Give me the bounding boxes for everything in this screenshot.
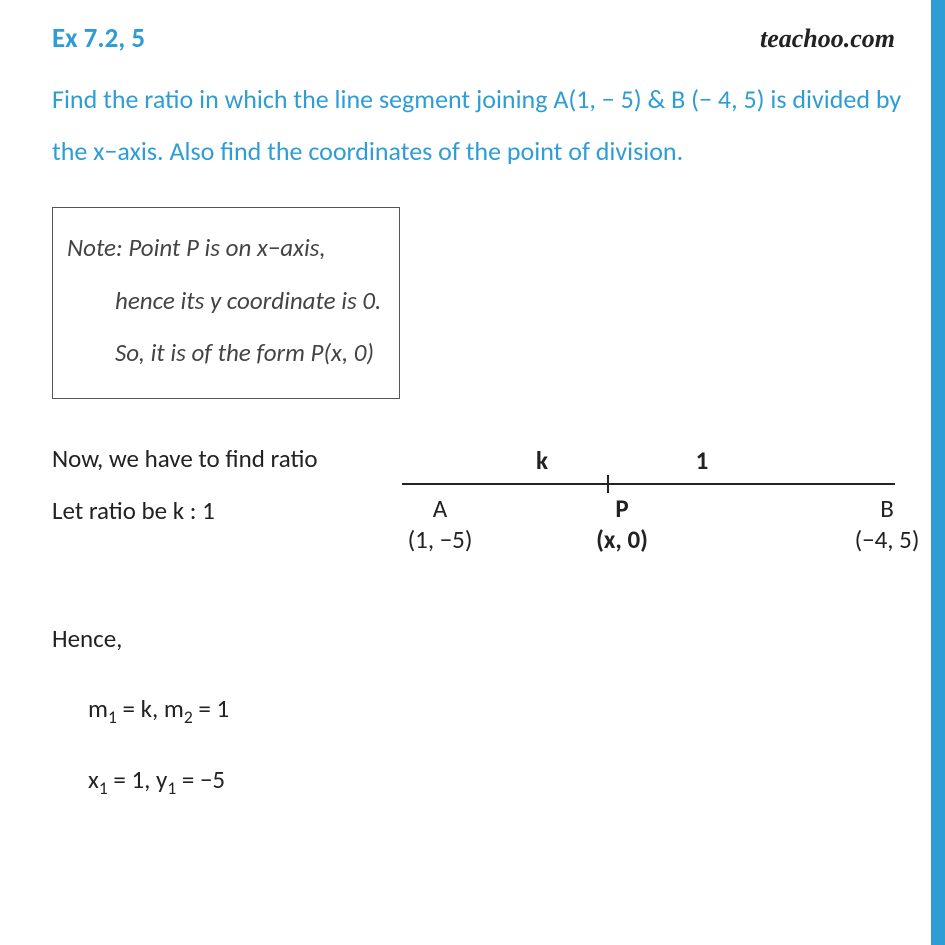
note-line3: So, it is of the form P(x, 0) <box>67 327 381 380</box>
ratio-row: Now, we have to find ratio Let ratio be … <box>52 433 905 577</box>
point-b: B(−4, 5) <box>855 493 920 556</box>
body-line2: Let ratio be k : 1 <box>52 485 352 538</box>
line-segment <box>402 483 895 485</box>
number-line-diagram: k 1 A(1, −5) P(x, 0) B(−4, 5) <box>382 437 905 577</box>
question-text: Find the ratio in which the line segment… <box>52 73 905 177</box>
tick-p <box>607 475 609 493</box>
x-line: x1 = 1, y1 = −5 <box>52 754 905 807</box>
k-label: k <box>536 445 548 476</box>
one-label: 1 <box>696 445 709 476</box>
brand-label: teachoo.com <box>760 24 905 54</box>
hence-block: Hence, m1 = k, m2 = 1 x1 = 1, y1 = −5 <box>52 613 905 807</box>
hence-label: Hence, <box>52 613 905 666</box>
page-content: Ex 7.2, 5 teachoo.com Find the ratio in … <box>0 0 945 827</box>
exercise-label: Ex 7.2, 5 <box>52 22 145 55</box>
ratio-text: Now, we have to find ratio Let ratio be … <box>52 433 352 538</box>
m-line: m1 = k, m2 = 1 <box>52 683 905 736</box>
point-p: P(x, 0) <box>596 493 648 556</box>
right-accent-bar <box>931 0 945 945</box>
note-label: Note <box>67 232 116 263</box>
point-a: A(1, −5) <box>408 493 473 556</box>
note-line2: hence its y coordinate is 0. <box>67 275 381 328</box>
header: Ex 7.2, 5 teachoo.com <box>52 22 905 55</box>
body-line1: Now, we have to find ratio <box>52 433 352 486</box>
note-line1: : Point P is on x−axis, <box>116 232 326 263</box>
note-box: Note: Point P is on x−axis, hence its y … <box>52 207 400 399</box>
